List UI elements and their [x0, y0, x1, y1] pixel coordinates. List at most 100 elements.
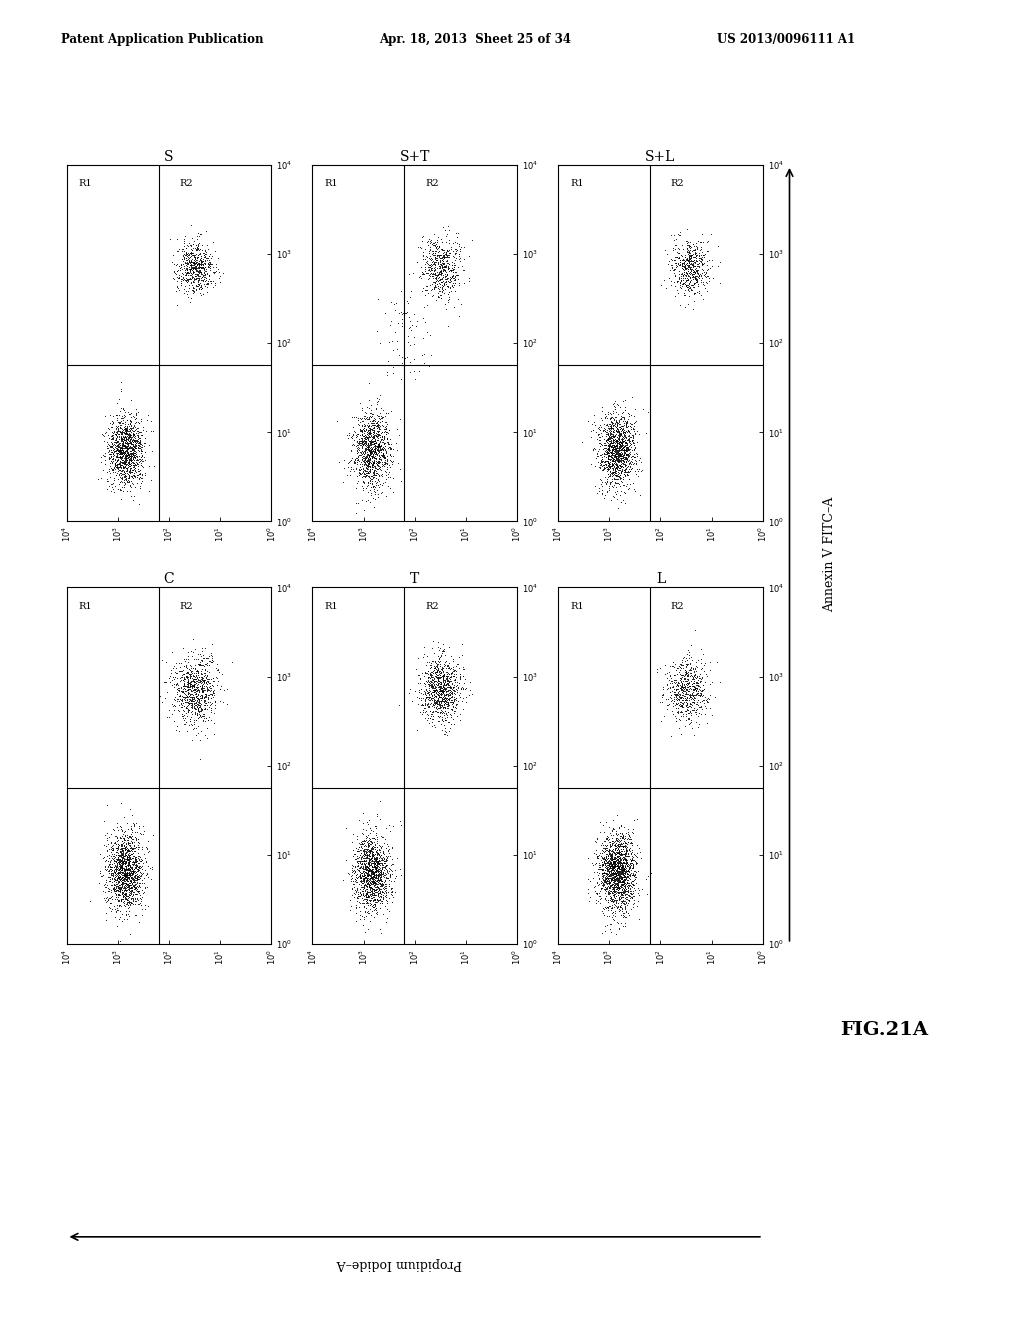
- Point: [675, 697, 691, 718]
- Point: [121, 879, 137, 900]
- Point: [602, 424, 618, 445]
- Point: [123, 457, 139, 478]
- Point: [369, 412, 385, 433]
- Title: S: S: [164, 150, 174, 164]
- Point: [180, 252, 197, 273]
- Point: [362, 418, 379, 440]
- Point: [359, 855, 376, 876]
- Text: R2: R2: [425, 602, 438, 611]
- Point: [135, 853, 152, 874]
- Point: [351, 418, 368, 440]
- Point: [611, 444, 628, 465]
- Point: [669, 688, 685, 709]
- Point: [174, 660, 190, 681]
- Point: [437, 723, 454, 744]
- Point: [357, 859, 374, 880]
- Point: [689, 239, 706, 260]
- Point: [609, 458, 626, 479]
- Point: [354, 421, 371, 442]
- Point: [370, 869, 386, 890]
- Point: [415, 688, 431, 709]
- Point: [111, 896, 127, 917]
- Point: [371, 865, 387, 886]
- Point: [374, 882, 390, 903]
- Point: [434, 702, 451, 723]
- Point: [376, 876, 392, 898]
- Point: [595, 874, 611, 895]
- Point: [441, 277, 458, 298]
- Point: [689, 676, 706, 697]
- Point: [343, 869, 359, 890]
- Point: [679, 249, 695, 271]
- Point: [365, 896, 381, 917]
- Point: [675, 680, 691, 701]
- Point: [442, 681, 459, 702]
- Point: [438, 255, 455, 276]
- Point: [609, 857, 626, 878]
- Point: [431, 244, 447, 265]
- Point: [112, 861, 128, 882]
- Point: [121, 454, 137, 475]
- Point: [685, 681, 701, 702]
- Point: [598, 430, 614, 451]
- Point: [182, 251, 199, 272]
- Point: [122, 425, 138, 446]
- Point: [123, 870, 139, 891]
- Point: [677, 256, 693, 277]
- Point: [122, 455, 138, 477]
- Point: [125, 434, 141, 455]
- Point: [357, 871, 374, 892]
- Point: [433, 702, 450, 723]
- Point: [415, 694, 431, 715]
- Point: [596, 876, 612, 898]
- Point: [121, 449, 137, 470]
- Point: [682, 256, 698, 277]
- Point: [119, 449, 135, 470]
- Point: [112, 869, 128, 890]
- Point: [622, 863, 638, 884]
- Point: [695, 264, 712, 285]
- Point: [365, 896, 381, 917]
- Point: [117, 418, 133, 440]
- Point: [668, 669, 684, 690]
- Point: [105, 447, 122, 469]
- Point: [613, 446, 630, 467]
- Point: [639, 883, 655, 904]
- Point: [685, 661, 701, 682]
- Point: [616, 866, 633, 887]
- Point: [431, 256, 447, 277]
- Point: [604, 450, 621, 471]
- Point: [609, 432, 626, 453]
- Point: [113, 437, 129, 458]
- Point: [368, 425, 384, 446]
- Point: [608, 865, 625, 886]
- Point: [615, 413, 632, 434]
- Point: [682, 257, 698, 279]
- Point: [196, 261, 212, 282]
- Point: [378, 882, 394, 903]
- Point: [618, 412, 635, 433]
- Point: [612, 421, 629, 442]
- Point: [429, 285, 445, 306]
- Point: [609, 874, 626, 895]
- Point: [443, 713, 460, 734]
- Point: [413, 238, 429, 259]
- Point: [119, 866, 135, 887]
- Point: [140, 434, 157, 455]
- Point: [611, 444, 628, 465]
- Point: [186, 269, 203, 290]
- Point: [449, 688, 465, 709]
- Point: [104, 437, 121, 458]
- Point: [114, 854, 130, 875]
- Point: [680, 255, 696, 276]
- Point: [608, 437, 625, 458]
- Point: [674, 694, 690, 715]
- Point: [627, 446, 643, 467]
- Point: [613, 891, 630, 912]
- Point: [614, 849, 631, 870]
- Point: [438, 231, 455, 252]
- Point: [360, 855, 377, 876]
- Point: [601, 434, 617, 455]
- Point: [622, 422, 638, 444]
- Point: [357, 888, 374, 909]
